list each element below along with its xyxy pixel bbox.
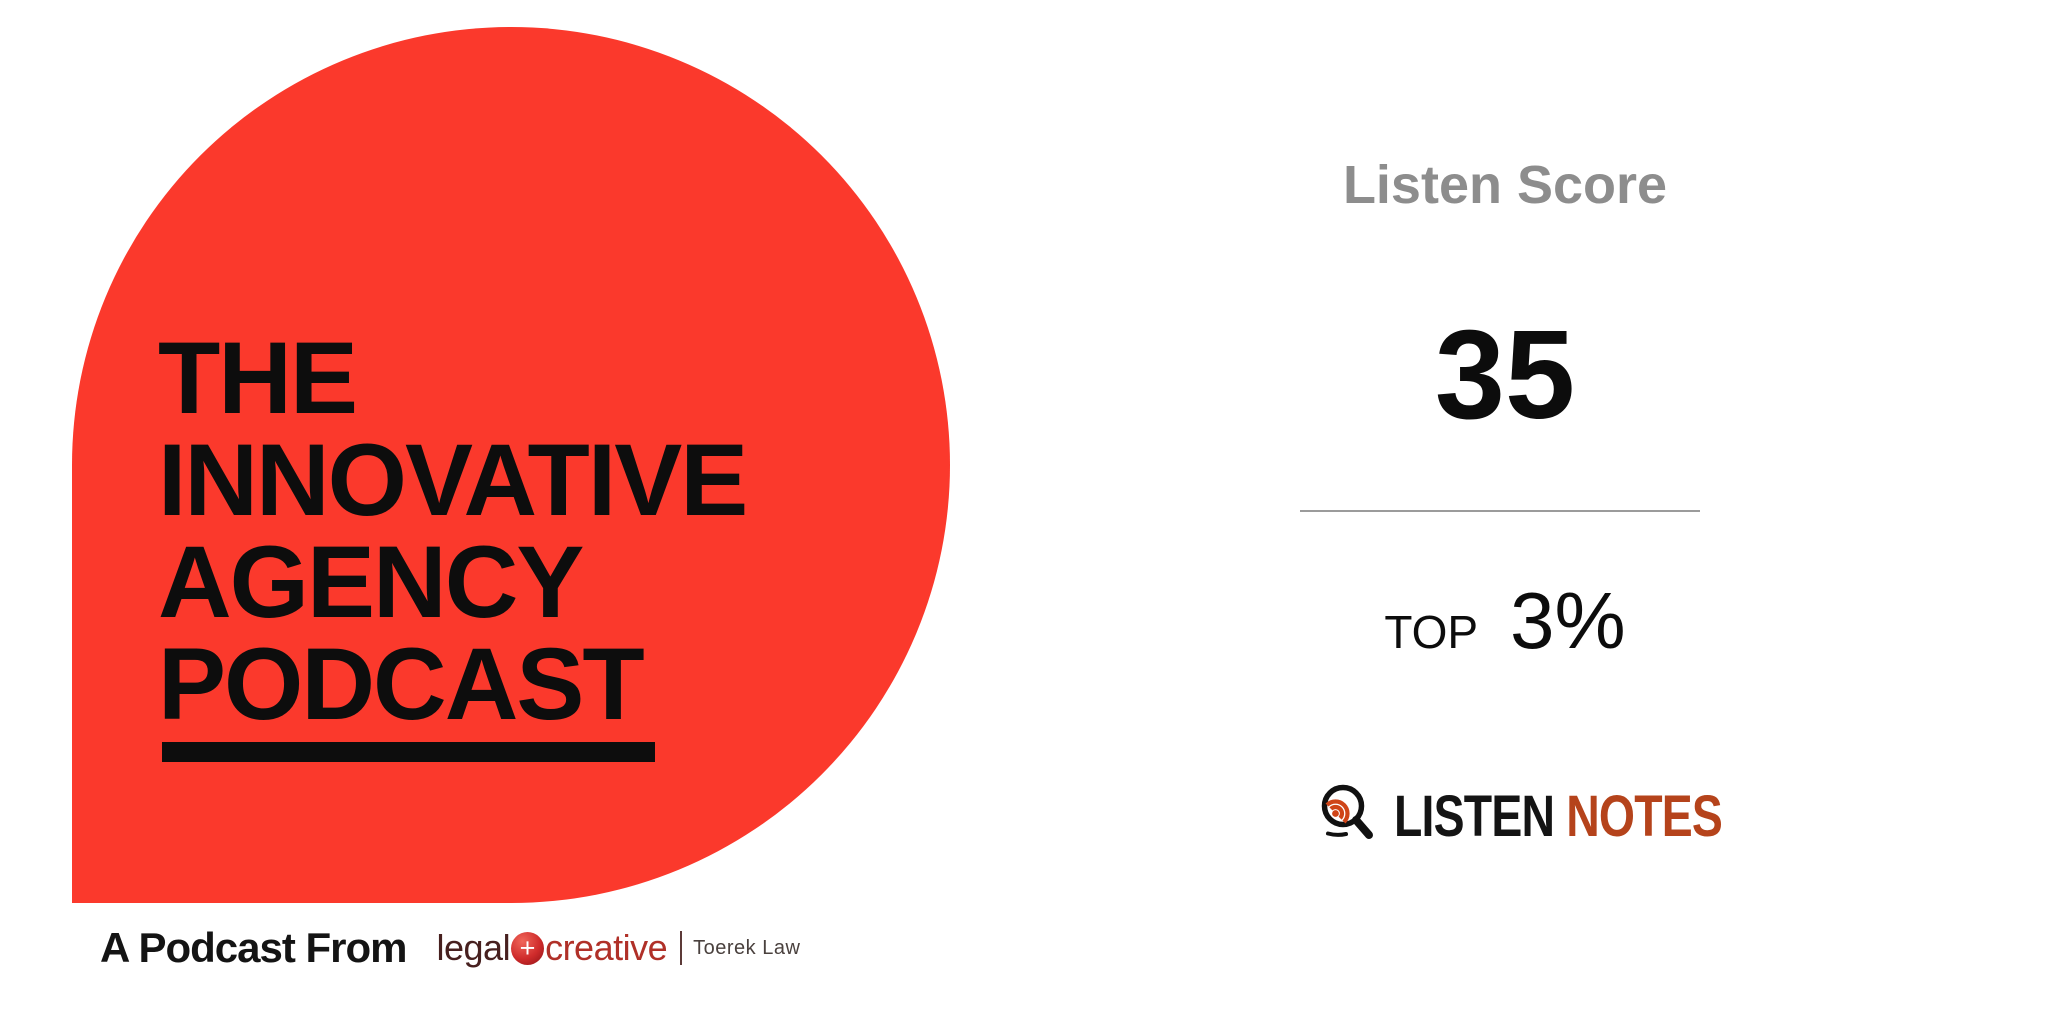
rank-percent: 3% bbox=[1510, 576, 1626, 665]
vertical-divider bbox=[680, 931, 683, 965]
podcast-title: THE INNOVATIVE AGENCY PODCAST bbox=[158, 321, 748, 741]
listen-score-value: 35 bbox=[1434, 304, 1576, 445]
byline: A Podcast From legal + creative Toerek L… bbox=[100, 922, 800, 974]
creative-wordmark: creative bbox=[545, 927, 668, 968]
law-firm-name: Toerek Law bbox=[693, 936, 801, 959]
rank-row: TOP 3% bbox=[1280, 575, 1730, 667]
tagline-text: A Podcast From bbox=[100, 924, 407, 971]
title-line-4: PODCAST bbox=[158, 627, 645, 741]
plus-glyph: + bbox=[519, 932, 536, 963]
magnifier-podcast-icon bbox=[1321, 784, 1373, 839]
title-line-2: INNOVATIVE bbox=[158, 423, 748, 537]
plus-circle-icon: + bbox=[511, 931, 545, 965]
brand-word-listen: LISTEN bbox=[1394, 784, 1555, 849]
title-line-3: AGENCY bbox=[158, 525, 584, 639]
brand-word-notes: NOTES bbox=[1566, 784, 1723, 849]
legal-wordmark: legal bbox=[436, 927, 511, 968]
brand-wordmark: LISTEN NOTES bbox=[1394, 784, 1723, 849]
listen-notes-brand: LISTEN NOTES bbox=[1316, 780, 1804, 848]
legal-creative-logo: legal + creative Toerek Law bbox=[437, 927, 801, 969]
listen-score-label: Listen Score bbox=[1342, 155, 1668, 215]
title-line-1: THE bbox=[158, 321, 358, 435]
title-underline bbox=[162, 742, 655, 762]
rank-prefix: TOP bbox=[1384, 606, 1479, 658]
score-divider-line bbox=[1300, 510, 1700, 512]
signal-waves-icon bbox=[1325, 799, 1350, 824]
